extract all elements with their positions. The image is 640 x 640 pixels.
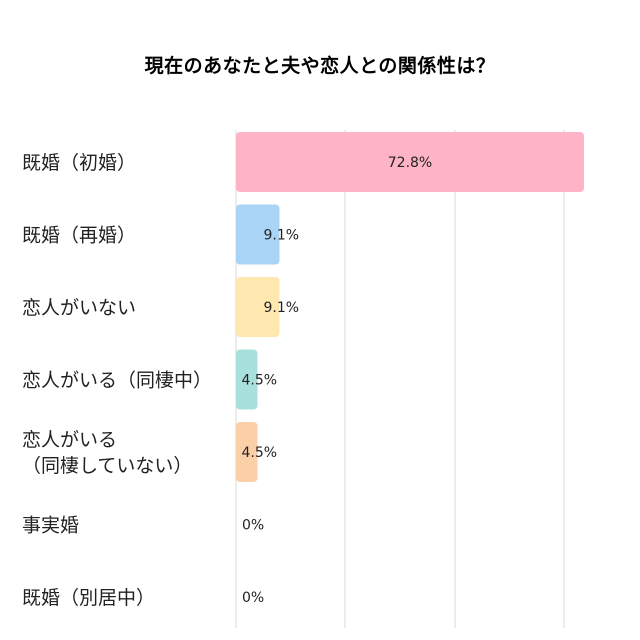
- data-label: 4.5%: [242, 445, 278, 461]
- category-label: 恋人がいる（同棲していない）: [22, 429, 192, 477]
- data-label: 72.8%: [388, 155, 432, 171]
- category-label: 既婚（再婚）: [22, 225, 136, 247]
- category-label: 事実婚: [22, 515, 79, 537]
- category-label: 既婚（初婚）: [22, 152, 136, 174]
- category-label: 恋人がいる（同棲中）: [22, 370, 212, 392]
- bar-3: [236, 277, 280, 337]
- grid: [235, 130, 565, 628]
- data-label: 4.5%: [242, 373, 278, 389]
- bar-2: [236, 204, 280, 265]
- bar-4: [236, 349, 258, 410]
- value-labels: 72.8% 9.1% 9.1% 4.5% 4.5% 0% 0%: [242, 155, 433, 606]
- bars: [236, 132, 584, 482]
- bar-5: [236, 422, 258, 482]
- chart-title: 現在のあなたと夫や恋人との関係性は？: [145, 54, 496, 77]
- data-label: 0%: [242, 518, 264, 534]
- data-label: 9.1%: [264, 300, 300, 316]
- data-label: 9.1%: [264, 228, 300, 244]
- data-label: 0%: [242, 590, 264, 606]
- category-label: 恋人がいない: [22, 297, 136, 319]
- bar-1: [236, 132, 584, 192]
- category-label: 既婚（別居中）: [22, 587, 155, 609]
